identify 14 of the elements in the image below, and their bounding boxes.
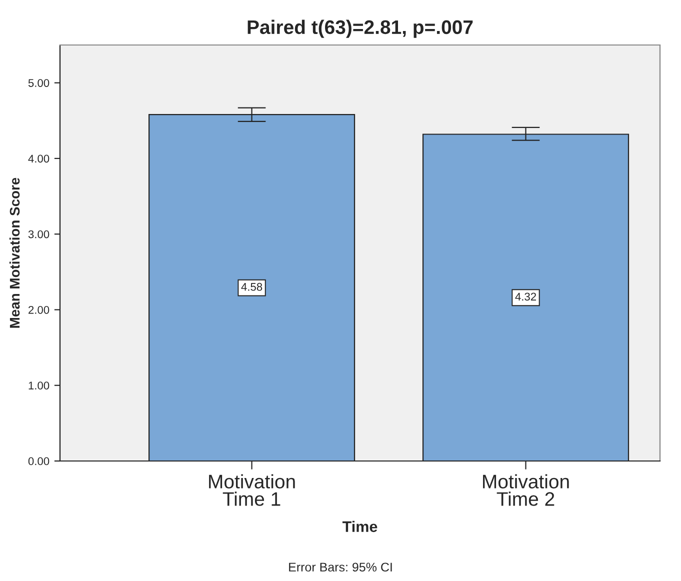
y-tick-label: 3.00 — [28, 230, 50, 238]
y-tick-label: 2.00 — [28, 306, 50, 314]
y-tick-label: 1.00 — [28, 382, 50, 390]
x-tick-label: Motivation Time 1 — [209, 474, 295, 506]
chart-title: Paired t(63)=2.81, p=.007 — [248, 20, 473, 38]
y-axis-title: Mean Motivation Score — [9, 178, 20, 328]
data-label: 4.32 — [515, 292, 536, 301]
y-tick-label: 4.00 — [28, 154, 50, 163]
y-tick-label: 0.00 — [28, 457, 50, 466]
data-label: 4.58 — [241, 282, 262, 291]
x-axis-title: Time — [342, 520, 378, 532]
x-tick-label: Motivation Time 2 — [483, 474, 569, 506]
text: Error Bars: 95% CI — [289, 562, 392, 572]
y-tick-label: 5.00 — [28, 79, 50, 87]
